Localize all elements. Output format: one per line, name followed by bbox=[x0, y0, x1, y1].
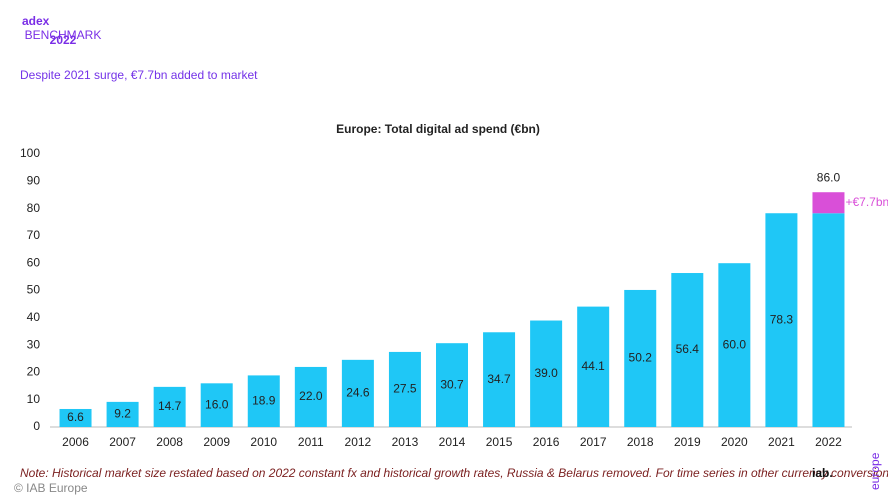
brand: iab. bbox=[812, 466, 833, 480]
logo: adex bbox=[22, 14, 50, 28]
increment-label: +€7.7bn bbox=[845, 195, 888, 209]
y-tick-label: 0 bbox=[33, 419, 40, 433]
y-tick-label: 100 bbox=[20, 146, 40, 160]
logo-year: 2022 bbox=[50, 33, 77, 47]
x-tick-label: 2018 bbox=[627, 435, 654, 449]
bar bbox=[247, 375, 280, 427]
value-label: 14.7 bbox=[158, 399, 182, 413]
value-label: 78.3 bbox=[770, 312, 794, 326]
bar bbox=[812, 213, 845, 427]
y-tick-label: 70 bbox=[27, 228, 41, 242]
x-tick-label: 2019 bbox=[674, 435, 701, 449]
bar bbox=[436, 343, 468, 427]
bar bbox=[577, 306, 610, 427]
value-label: 60.0 bbox=[723, 337, 747, 351]
x-tick-label: 2015 bbox=[486, 435, 513, 449]
y-tick-label: 40 bbox=[27, 310, 41, 324]
chart-title: Europe: Total digital ad spend (€bn) bbox=[336, 122, 540, 136]
bar bbox=[341, 359, 374, 427]
x-tick-label: 2022 bbox=[815, 435, 842, 449]
bar bbox=[624, 289, 657, 427]
value-label: 30.7 bbox=[440, 377, 464, 391]
x-tick-label: 2017 bbox=[580, 435, 607, 449]
x-tick-label: 2011 bbox=[298, 435, 324, 449]
brand-sub: europe bbox=[868, 452, 882, 490]
bar bbox=[106, 401, 139, 427]
bar bbox=[388, 351, 421, 427]
bar bbox=[718, 263, 751, 427]
bar bbox=[765, 213, 798, 427]
y-tick-label: 90 bbox=[27, 173, 41, 187]
value-label: 16.0 bbox=[205, 397, 229, 411]
x-tick-label: 2009 bbox=[203, 435, 230, 449]
value-label: 18.9 bbox=[252, 393, 276, 407]
x-tick-label: 2014 bbox=[439, 435, 466, 449]
logo-sub: BENCHMARK bbox=[25, 28, 102, 42]
slide-title: Despite 2021 surge, €7.7bn added to mark… bbox=[20, 68, 258, 82]
bar bbox=[671, 273, 704, 427]
x-tick-label: 2006 bbox=[62, 435, 89, 449]
increment-bar bbox=[812, 192, 845, 214]
x-tick-label: 2021 bbox=[768, 435, 795, 449]
x-tick-label: 2013 bbox=[392, 435, 419, 449]
value-label: 9.2 bbox=[114, 407, 131, 421]
y-tick-label: 60 bbox=[27, 255, 41, 269]
bar bbox=[59, 408, 92, 427]
copyright: © IAB Europe bbox=[14, 481, 88, 495]
value-label: 27.5 bbox=[393, 382, 417, 396]
x-tick-label: 2016 bbox=[533, 435, 560, 449]
value-label: 34.7 bbox=[487, 372, 511, 386]
value-label: 22.0 bbox=[299, 389, 323, 403]
y-tick-label: 50 bbox=[27, 283, 41, 297]
y-tick-label: 10 bbox=[27, 392, 41, 406]
bar bbox=[294, 366, 327, 427]
value-label: 44.1 bbox=[581, 359, 605, 373]
value-label: 24.6 bbox=[346, 386, 370, 400]
bar bbox=[530, 320, 563, 427]
y-tick-label: 30 bbox=[27, 337, 41, 351]
total-label: 86.0 bbox=[817, 170, 841, 184]
x-tick-label: 2020 bbox=[721, 435, 748, 449]
x-tick-label: 2010 bbox=[250, 435, 277, 449]
note: Note: Historical market size restated ba… bbox=[20, 466, 888, 480]
bar bbox=[200, 383, 233, 427]
y-tick-label: 80 bbox=[27, 201, 41, 215]
y-tick-label: 20 bbox=[27, 365, 41, 379]
bar bbox=[483, 332, 516, 427]
x-tick-label: 2012 bbox=[345, 435, 372, 449]
value-label: 39.0 bbox=[534, 366, 558, 380]
value-label: 6.6 bbox=[67, 410, 84, 424]
x-tick-label: 2007 bbox=[109, 435, 136, 449]
value-label: 56.4 bbox=[676, 342, 700, 356]
bar bbox=[153, 386, 186, 427]
x-tick-label: 2008 bbox=[156, 435, 183, 449]
value-label: 50.2 bbox=[629, 351, 653, 365]
